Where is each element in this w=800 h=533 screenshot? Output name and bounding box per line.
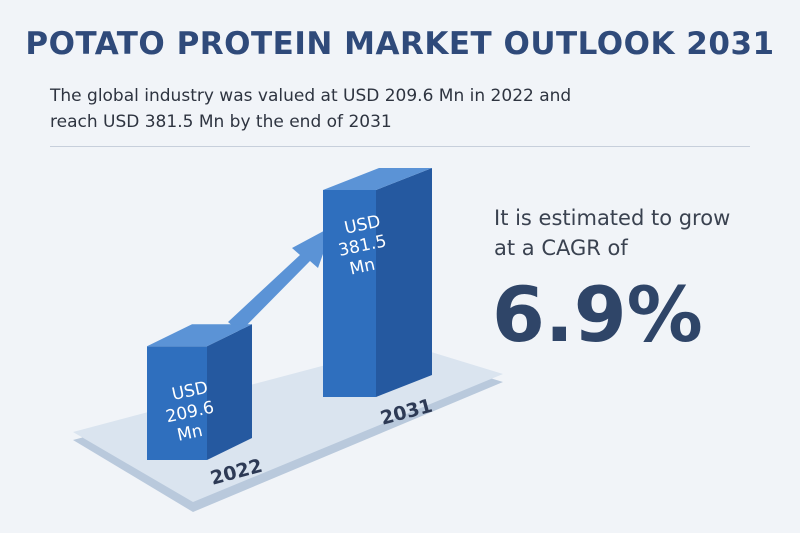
platform	[73, 344, 503, 512]
bar-top-face	[147, 324, 252, 347]
growth-arrow	[228, 226, 333, 332]
cagr-value: 6.9%	[492, 270, 703, 359]
divider	[50, 146, 750, 147]
bar-top-face	[323, 168, 432, 190]
cagr-text-line-2: at a CAGR of	[494, 236, 628, 260]
page-title: POTATO PROTEIN MARKET OUTLOOK 2031	[25, 26, 775, 62]
bar-front-face	[147, 346, 207, 460]
bar-side-face	[207, 324, 252, 460]
bar-side-face	[376, 168, 432, 397]
bar-front-face	[323, 190, 376, 397]
subtitle-line-2: reach USD 381.5 Mn by the end of 2031	[50, 112, 392, 132]
subtitle-line-1: The global industry was valued at USD 20…	[50, 86, 572, 106]
cagr-text-line-1: It is estimated to grow	[494, 206, 731, 230]
